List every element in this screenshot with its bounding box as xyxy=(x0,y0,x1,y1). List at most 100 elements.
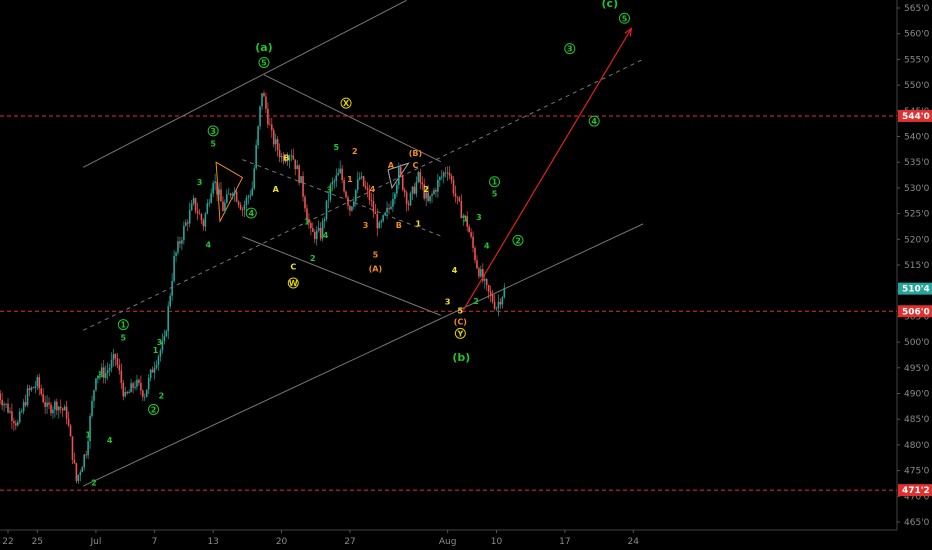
y-tick-label: 490'0 xyxy=(904,390,930,400)
candle-body xyxy=(106,370,109,373)
candle-body xyxy=(140,382,142,391)
candle-body xyxy=(226,194,228,203)
candle-body xyxy=(231,193,234,196)
candle-body xyxy=(429,195,431,201)
candle-body xyxy=(155,364,158,368)
candle-body xyxy=(448,172,451,176)
wave-label: 4 xyxy=(205,240,211,249)
wave-label: 3 xyxy=(327,185,333,194)
candle-body xyxy=(22,402,25,412)
candle-body xyxy=(288,156,291,161)
candle-body xyxy=(235,191,238,202)
candle-body xyxy=(26,388,29,406)
channel-line-1 xyxy=(83,223,644,487)
candle-body xyxy=(480,269,482,277)
candle-body xyxy=(415,181,418,194)
wave-label: 5 xyxy=(622,14,628,23)
candle-body xyxy=(229,193,232,196)
candle-body xyxy=(200,214,203,221)
candle-body xyxy=(65,406,68,419)
x-tick-label: 10 xyxy=(491,537,503,547)
candle-body xyxy=(169,295,171,307)
candle-body xyxy=(304,196,306,209)
candle-body xyxy=(245,197,248,205)
candle-body xyxy=(206,203,209,214)
candle-body xyxy=(194,198,197,211)
candle-body xyxy=(5,403,7,405)
candle-body xyxy=(124,392,127,397)
candle-body xyxy=(470,232,472,237)
candle-body xyxy=(9,411,11,413)
candle-body xyxy=(325,200,328,220)
triangle-pattern-1 xyxy=(387,162,410,190)
candle-body xyxy=(349,205,351,211)
candle-body xyxy=(497,301,500,309)
candle-body xyxy=(77,474,80,481)
candle-body xyxy=(263,93,265,97)
candle-body xyxy=(489,291,492,295)
channel-line-5 xyxy=(242,159,443,238)
candle-body xyxy=(15,423,17,426)
wave-label: C xyxy=(412,161,418,170)
candle-body xyxy=(1,400,3,406)
y-tick-label: 475'0 xyxy=(904,467,930,477)
wave-label-circle xyxy=(564,43,576,55)
y-axis[interactable]: 465'0 470'0 475'0 480'0 485'0 490'0 495'0 500'0… xyxy=(896,0,932,550)
wave-label: 4 xyxy=(323,231,329,240)
candle-body xyxy=(280,155,283,158)
candle-body xyxy=(16,422,19,426)
candle-body xyxy=(46,402,48,407)
wave-label: 1 xyxy=(153,346,159,355)
candle-body xyxy=(157,356,160,365)
candle-body xyxy=(220,189,222,202)
candle-body xyxy=(411,186,414,194)
candle-body xyxy=(440,176,443,178)
candle-body xyxy=(327,199,330,201)
wave-label: 5 xyxy=(492,190,498,199)
candle-body xyxy=(403,189,406,193)
y-tick-label: 500'0 xyxy=(904,338,930,348)
candle-body xyxy=(147,377,150,390)
candle-body xyxy=(331,182,334,185)
wave-label: 1 xyxy=(492,178,498,187)
wave-label: 1 xyxy=(120,321,126,330)
candle-body xyxy=(399,167,402,176)
candle-body xyxy=(11,411,13,422)
candle-body xyxy=(130,383,132,393)
candle-body xyxy=(163,336,166,342)
candle-body xyxy=(153,367,156,373)
candle-body xyxy=(42,394,44,403)
candle-body xyxy=(89,416,91,442)
x-tick-label: 22 xyxy=(2,537,13,547)
candle-body xyxy=(167,306,170,332)
candle-body xyxy=(483,279,486,281)
candle-body xyxy=(394,193,396,199)
candle-body xyxy=(233,191,236,194)
candle-body xyxy=(308,219,310,224)
candle-body xyxy=(290,155,293,157)
y-tick-label: 465'0 xyxy=(904,518,930,528)
x-axis[interactable]: 22 25 Jul 7 13 20 27 Aug 10 17 24 xyxy=(0,529,932,550)
candle-body xyxy=(452,180,455,194)
candle-body xyxy=(13,421,15,424)
candle-body xyxy=(24,402,27,406)
candle-body xyxy=(458,197,461,202)
candle-body xyxy=(417,171,420,182)
candle-body xyxy=(18,411,21,423)
wave-label-circle xyxy=(207,125,219,137)
wave-label: 3 xyxy=(210,127,216,136)
candle-body xyxy=(382,215,384,222)
candle-body xyxy=(292,155,295,160)
candle-body xyxy=(175,252,177,256)
candle-body xyxy=(126,392,128,394)
candle-body xyxy=(190,203,193,211)
candle-body xyxy=(75,463,78,481)
candle-body xyxy=(501,297,504,305)
candle-body xyxy=(341,168,343,181)
wave-label: 5 xyxy=(333,143,339,152)
wave-label: 3 xyxy=(157,338,163,347)
y-tick-label: 555'0 xyxy=(904,55,930,65)
candle-body xyxy=(392,198,394,207)
wave-label-circle xyxy=(287,277,299,289)
